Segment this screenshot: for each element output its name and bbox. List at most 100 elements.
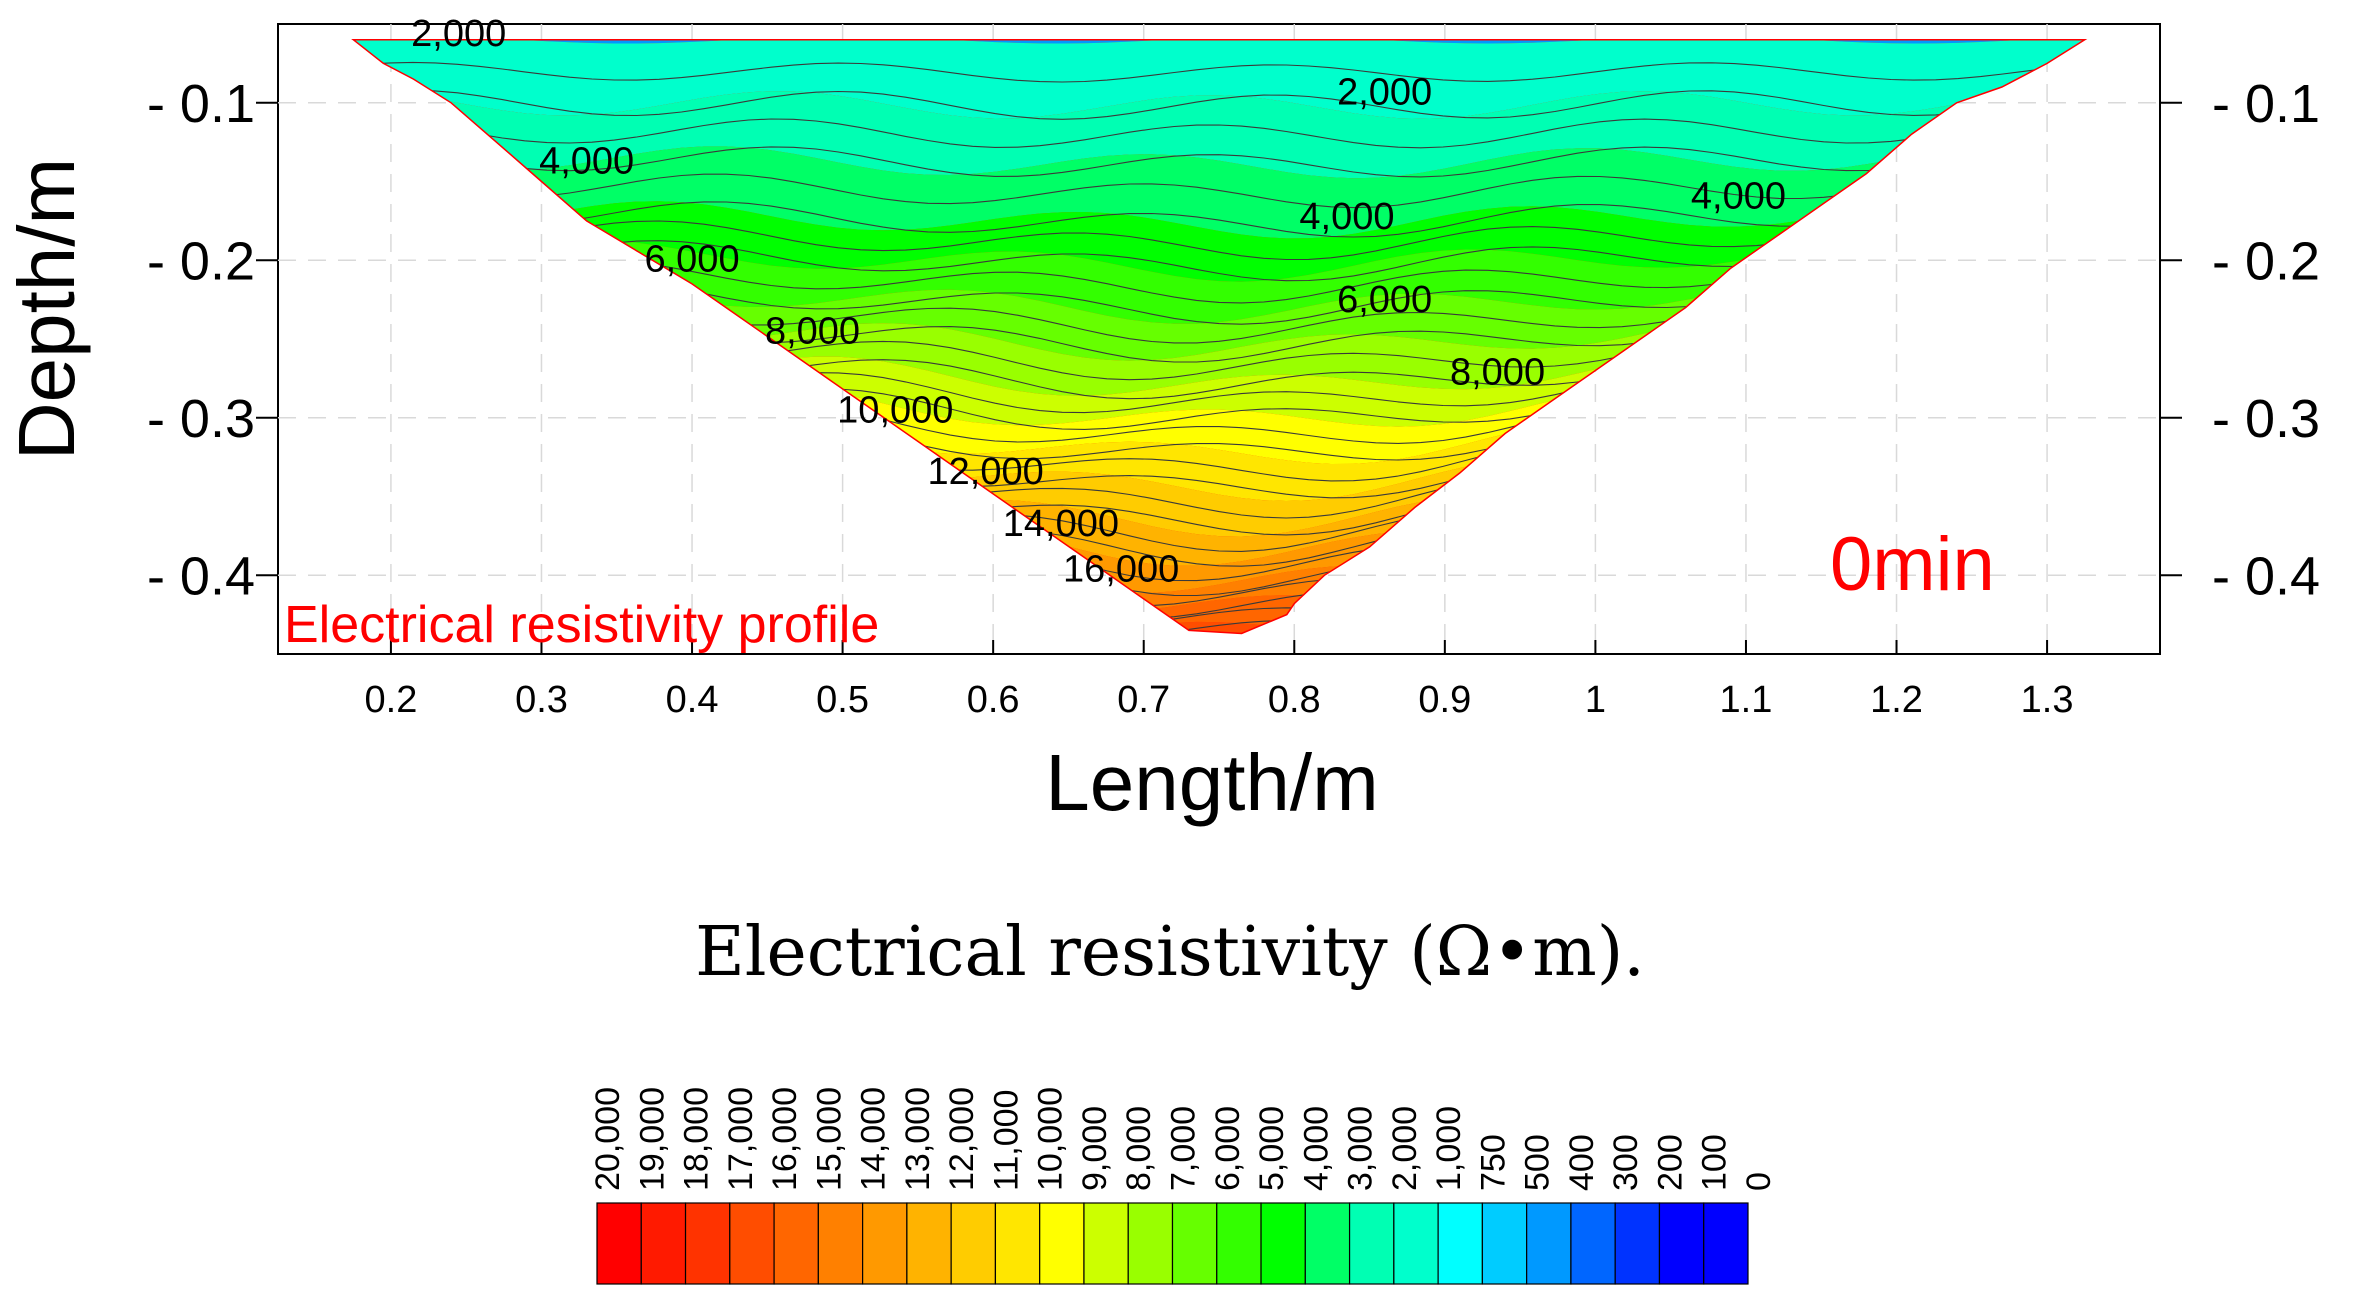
legend-swatch [1658, 1202, 1705, 1285]
profile-title: Electrical resistivity profile [284, 596, 879, 654]
x-tick-label: 1.3 [2021, 679, 2074, 721]
y-tick-label-right: - 0.2 [2212, 231, 2320, 291]
legend-swatch [1348, 1202, 1395, 1285]
legend-level-label: 6,000 [1209, 1106, 1247, 1191]
legend-level-label: 9,000 [1076, 1106, 1114, 1191]
contour-label: 6,000 [1337, 279, 1432, 321]
legend-level-label: 2,000 [1386, 1106, 1424, 1191]
legend: 20,000 19,000 18,000 17,000 16,000 15,000 14,0… [589, 1087, 1778, 1285]
legend-level-label: 14,000 [855, 1087, 893, 1191]
contour-labels: 2,000 2,000 4,000 4,000 4,000 6,000 6,000 8,000… [411, 13, 1786, 591]
y-tick-label-left: - 0.4 [147, 546, 255, 606]
legend-swatch [1127, 1202, 1174, 1285]
axes: 0.2 0.3 0.4 0.5 0.6 0.7 0.8 0.9 1 1.1 1.2 1.3 - 0.1 -… [147, 74, 2320, 721]
x-tick-label: 0.9 [1418, 679, 1471, 721]
legend-swatch [640, 1202, 687, 1285]
contour-line [353, 144, 2085, 178]
legend-swatch [1481, 1202, 1528, 1285]
legend-level-label: 400 [1563, 1134, 1601, 1191]
y-tick-label-left: - 0.3 [147, 389, 255, 449]
x-axis-label: Length/m [1045, 738, 1379, 827]
legend-level-label: 10,000 [1032, 1087, 1070, 1191]
legend-swatch [1703, 1202, 1749, 1285]
legend-level-label: 3,000 [1342, 1106, 1380, 1191]
contour-label: 16,000 [1063, 549, 1179, 591]
legend-swatch [773, 1202, 819, 1285]
x-tick-label: 1.2 [1870, 679, 1923, 721]
x-tick-label: 0.8 [1268, 679, 1321, 721]
x-tick-label: 0.2 [365, 679, 418, 721]
contour-label: 2,000 [1337, 71, 1432, 113]
legend-level-label: 17,000 [722, 1087, 760, 1191]
legend-swatch [994, 1202, 1041, 1285]
y-axis-label: Depth/m [2, 158, 91, 460]
legend-swatch [1437, 1202, 1483, 1285]
legend-swatch [684, 1202, 731, 1285]
legend-level-label: 100 [1696, 1134, 1734, 1191]
legend-swatch [1526, 1202, 1572, 1285]
y-tick-label-right: - 0.1 [2212, 74, 2320, 134]
y-tick-label-left: - 0.1 [147, 74, 255, 134]
contour-label: 12,000 [928, 451, 1044, 493]
contour-band [353, 39, 2085, 119]
legend-level-label: 0 [1740, 1172, 1778, 1191]
legend-swatch [596, 1202, 642, 1285]
legend-swatch [1216, 1202, 1262, 1285]
contour-band [353, 90, 2085, 179]
legend-swatch [1304, 1202, 1351, 1285]
contour-band [353, 145, 2085, 239]
contour-line [353, 89, 2085, 120]
x-tick-label: 0.5 [816, 679, 869, 721]
legend-swatch [729, 1202, 775, 1285]
legend-level-label: 18,000 [678, 1087, 716, 1191]
legend-swatch [906, 1202, 952, 1285]
legend-swatch [1039, 1202, 1085, 1285]
x-tick-label: 0.6 [967, 679, 1020, 721]
legend-level-label: 7,000 [1165, 1106, 1203, 1191]
legend-swatch [1393, 1202, 1439, 1285]
legend-level-label: 16,000 [766, 1087, 804, 1191]
contour-label: 4,000 [539, 141, 634, 183]
x-tick-label: 0.7 [1117, 679, 1170, 721]
contour-band [353, 200, 2085, 282]
contour-label: 4,000 [1691, 175, 1786, 217]
y-tick-label-right: - 0.3 [2212, 389, 2320, 449]
legend-level-label: 19,000 [633, 1087, 671, 1191]
legend-level-label: 200 [1652, 1134, 1690, 1191]
legend-swatch [862, 1202, 908, 1285]
contour-line [353, 117, 2085, 149]
contour-label: 6,000 [644, 238, 739, 280]
legend-swatch [950, 1202, 997, 1285]
x-tick-label: 0.3 [515, 679, 568, 721]
legend-level-label: 300 [1607, 1134, 1645, 1191]
legend-level-label: 5,000 [1253, 1106, 1291, 1191]
time-label: 0min [1830, 522, 1995, 607]
contour-label: 8,000 [765, 311, 860, 353]
y-tick-label-left: - 0.2 [147, 231, 255, 291]
legend-level-label: 12,000 [943, 1087, 981, 1191]
legend-level-label: 15,000 [810, 1087, 848, 1191]
contour-label: 8,000 [1450, 352, 1545, 394]
contour-line [353, 172, 2085, 209]
x-tick-label: 0.4 [666, 679, 719, 721]
legend-level-label: 11,000 [987, 1090, 1025, 1191]
legend-level-label: 13,000 [899, 1087, 937, 1191]
contour-label: 4,000 [1299, 196, 1394, 238]
contour-band [353, 240, 2085, 324]
legend-swatch [817, 1202, 864, 1285]
legend-swatch [1260, 1202, 1306, 1285]
x-tick-label: 1 [1585, 679, 1606, 721]
contour-label: 14,000 [1003, 503, 1119, 545]
profile-outline [351, 38, 2088, 635]
y-tick-label-right: - 0.4 [2212, 546, 2320, 606]
legend-swatch [1614, 1202, 1661, 1285]
legend-level-label: 500 [1519, 1134, 1557, 1191]
legend-title: Electrical resistivity (Ω•m). [695, 913, 1645, 992]
legend-swatch [1171, 1202, 1218, 1285]
legend-level-label: 1,000 [1430, 1106, 1468, 1191]
legend-swatch [1083, 1202, 1129, 1285]
legend-level-label: 750 [1474, 1134, 1512, 1191]
legend-swatch [1570, 1202, 1616, 1285]
